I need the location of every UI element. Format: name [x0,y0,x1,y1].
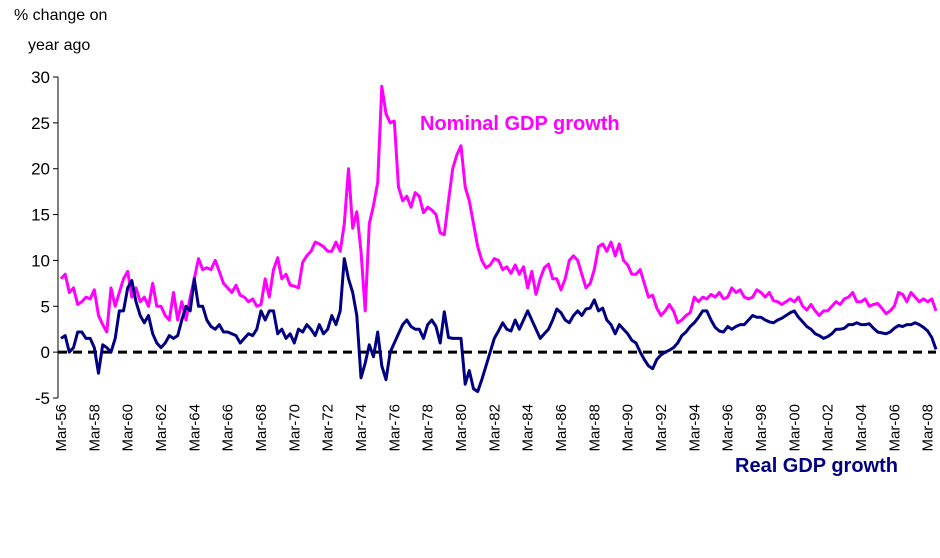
x-tick-label: Mar-06 [886,404,903,452]
x-tick-label: Mar-82 [486,404,503,452]
y-tick-label: 15 [31,206,50,225]
y-tick-label: 5 [41,297,50,316]
x-tick-label: Mar-00 [786,404,803,452]
x-tick-label: Mar-96 [720,404,737,452]
y-axis-label: year ago [28,37,90,54]
y-tick-label: 25 [31,114,50,133]
series-label: Nominal GDP growth [420,113,620,135]
x-tick-label: Mar-02 [820,404,837,452]
x-tick-label: Mar-78 [420,404,437,452]
x-tick-label: Mar-62 [153,404,170,452]
x-tick-label: Mar-80 [453,404,470,452]
series-line [59,84,938,334]
x-tick-label: Mar-56 [53,404,70,452]
x-tick-label: Mar-74 [353,404,370,452]
x-tick-label: Mar-04 [853,404,870,452]
x-tick-label: Mar-90 [620,404,637,452]
y-tick-label: -5 [35,389,50,408]
x-tick-label: Mar-64 [186,404,203,452]
y-tick-label: 0 [41,343,50,362]
x-tick-label: Mar-70 [286,404,303,452]
x-tick-label: Mar-76 [386,404,403,452]
y-tick-label: 20 [31,160,50,179]
x-tick-label: Mar-08 [920,404,937,452]
x-tick-label: Mar-58 [86,404,103,452]
series-label: Real GDP growth [735,455,898,477]
series-line [60,257,938,394]
x-tick-label: Mar-72 [320,404,337,452]
x-tick-label: Mar-60 [120,404,137,452]
x-tick-label: Mar-84 [520,404,537,452]
x-tick-label: Mar-86 [553,404,570,452]
x-tick-label: Mar-88 [586,404,603,452]
x-tick-label: Mar-68 [253,404,270,452]
x-tick-label: Mar-66 [220,404,237,452]
y-tick-label: 10 [31,251,50,270]
x-tick-label: Mar-94 [686,404,703,452]
y-axis-label: % change on [14,7,107,24]
x-tick-label: Mar-92 [653,404,670,452]
y-tick-label: 30 [31,68,50,87]
x-tick-label: Mar-98 [753,404,770,452]
